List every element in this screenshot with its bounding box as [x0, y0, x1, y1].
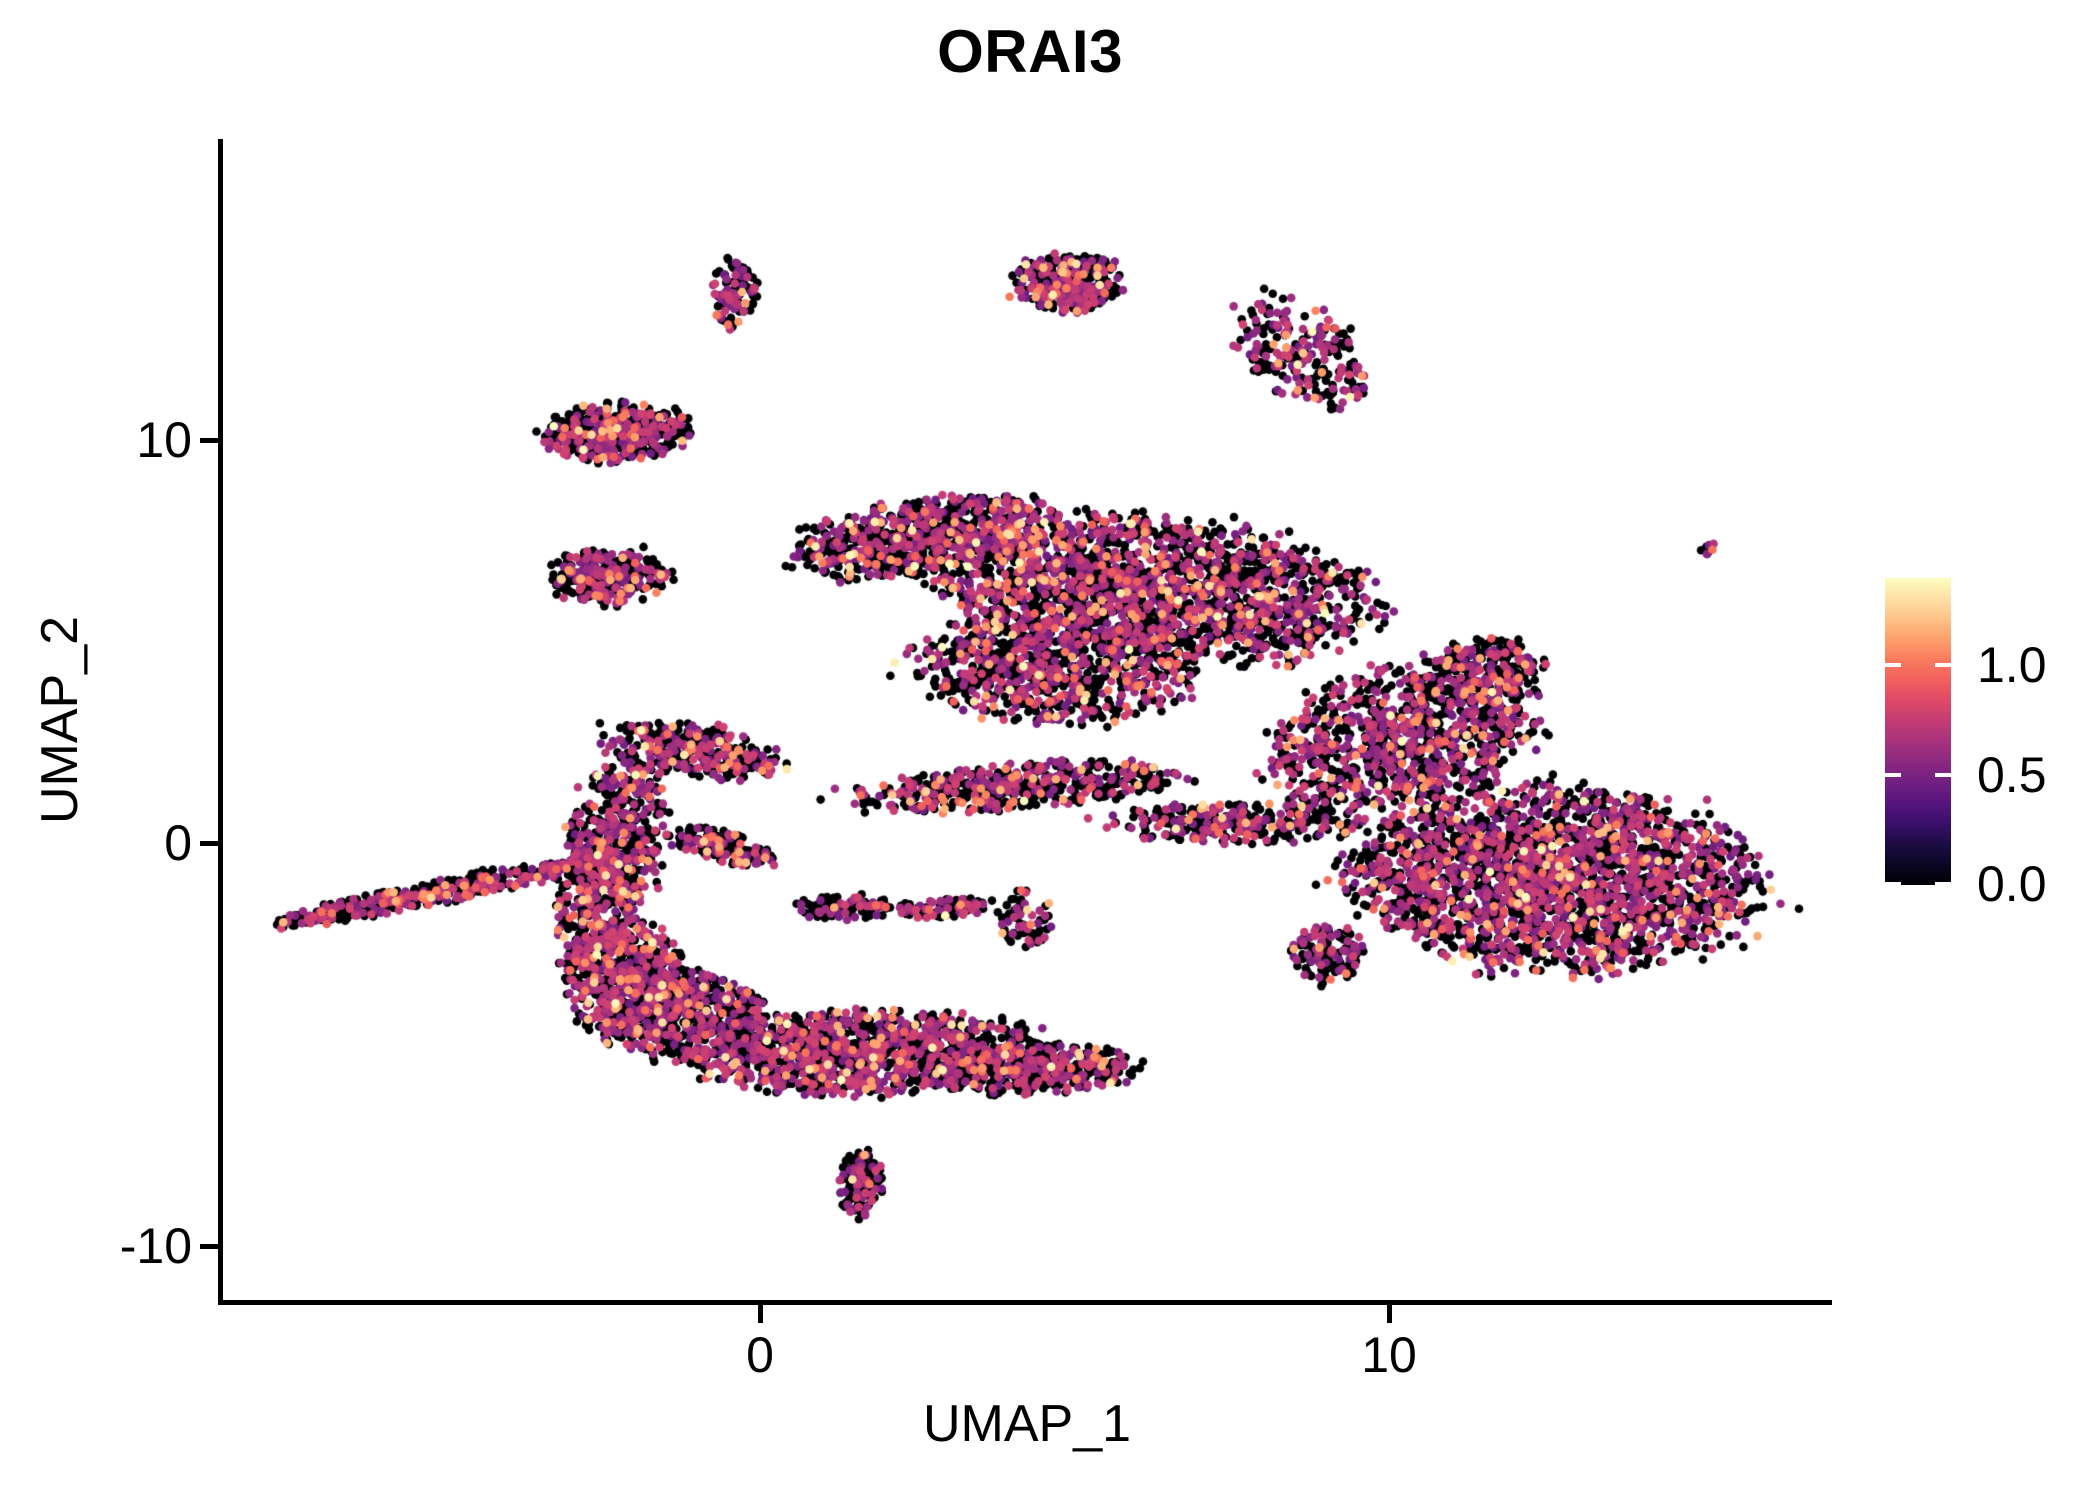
y-tick-mark [200, 438, 218, 443]
colorbar-tick-right [1935, 772, 1951, 777]
page-title: ORAI3 [937, 18, 1123, 85]
x-tick-mark [1387, 1305, 1392, 1323]
x-axis-title: UMAP_1 [922, 1395, 1132, 1453]
x-axis-line [218, 1300, 1832, 1305]
colorbar-tick-right [1935, 882, 1951, 886]
y-tick-label: 10 [136, 412, 192, 468]
umap-scatter-plot [222, 139, 1832, 1302]
y-tick-label: -10 [119, 1218, 192, 1274]
y-axis-title: UMAP_2 [31, 615, 89, 825]
y-tick-mark [200, 1244, 218, 1249]
colorbar-tick-right [1935, 663, 1951, 668]
colorbar-legend: 1.0 0.5 0.0 [1885, 578, 2085, 912]
colorbar-tick-left [1885, 882, 1901, 886]
colorbar-tick-left [1885, 772, 1901, 777]
colorbar-tick-left [1885, 663, 1901, 668]
colorbar-label: 1.0 [1977, 637, 2047, 694]
colorbar-label: 0.5 [1977, 746, 2047, 803]
x-tick-mark [758, 1305, 763, 1323]
x-tick-label: 0 [746, 1327, 774, 1383]
y-tick-label: 0 [164, 815, 192, 871]
x-tick-label: 10 [1361, 1327, 1417, 1383]
y-tick-mark [200, 841, 218, 846]
y-axis-line [218, 139, 223, 1305]
colorbar-gradient [1885, 578, 1951, 885]
colorbar-label: 0.0 [1977, 856, 2047, 912]
